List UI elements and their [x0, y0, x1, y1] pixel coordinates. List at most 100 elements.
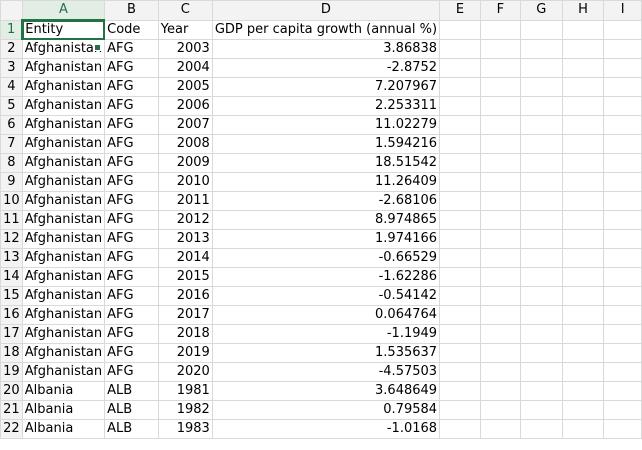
cell-a8[interactable]: Afghanistan	[21, 153, 106, 173]
cell-e16[interactable]	[439, 305, 481, 325]
cell-a9[interactable]: Afghanistan	[21, 172, 106, 192]
cell-e9[interactable]	[439, 172, 481, 192]
cell-c8[interactable]: 2009	[157, 153, 213, 173]
cell-i8[interactable]	[603, 153, 642, 173]
row-header[interactable]: 15	[0, 286, 23, 306]
cell-i14[interactable]	[603, 267, 642, 287]
cell-f19[interactable]	[479, 362, 521, 382]
cell-e7[interactable]	[439, 134, 481, 154]
cell-b4[interactable]: AFG	[104, 77, 159, 97]
cell-c18[interactable]: 2019	[157, 343, 213, 363]
cell-e18[interactable]	[439, 343, 481, 363]
row-header[interactable]: 20	[0, 381, 23, 401]
row-header[interactable]: 5	[0, 96, 23, 116]
cell-e13[interactable]	[439, 248, 481, 268]
cell-g22[interactable]	[519, 419, 563, 439]
cell-c9[interactable]: 2010	[157, 172, 213, 192]
cell-f11[interactable]	[479, 210, 521, 230]
cell-g11[interactable]	[519, 210, 563, 230]
cell-b10[interactable]: AFG	[104, 191, 159, 211]
cell-i15[interactable]	[603, 286, 642, 306]
cell-f12[interactable]	[479, 229, 521, 249]
cell-h5[interactable]	[561, 96, 605, 116]
column-header-i[interactable]: I	[603, 0, 642, 21]
cell-b21[interactable]: ALB	[104, 400, 159, 420]
cell-h11[interactable]	[561, 210, 605, 230]
cell-c13[interactable]: 2014	[157, 248, 213, 268]
cell-c19[interactable]: 2020	[157, 362, 213, 382]
cell-f14[interactable]	[479, 267, 521, 287]
row-header[interactable]: 9	[0, 172, 23, 192]
cell-f17[interactable]	[479, 324, 521, 344]
cell-b18[interactable]: AFG	[104, 343, 159, 363]
cell-i3[interactable]	[603, 58, 642, 78]
cell-f10[interactable]	[479, 191, 521, 211]
cell-h19[interactable]	[561, 362, 605, 382]
cell-i6[interactable]	[603, 115, 642, 135]
row-header[interactable]: 21	[0, 400, 23, 420]
cell-a3[interactable]: Afghanistan	[21, 58, 106, 78]
cell-b6[interactable]: AFG	[104, 115, 159, 135]
cell-g18[interactable]	[519, 343, 563, 363]
cell-e5[interactable]	[439, 96, 481, 116]
cell-b20[interactable]: ALB	[104, 381, 159, 401]
cell-g4[interactable]	[519, 77, 563, 97]
cell-f6[interactable]	[479, 115, 521, 135]
row-header[interactable]: 6	[0, 115, 23, 135]
cell-b1[interactable]: Code	[104, 19, 159, 40]
cell-d4[interactable]: 7.207967	[211, 77, 441, 97]
cell-e20[interactable]	[439, 381, 481, 401]
cell-c10[interactable]: 2011	[157, 191, 213, 211]
cell-a20[interactable]: Albania	[21, 381, 106, 401]
cell-e6[interactable]	[439, 115, 481, 135]
cell-a21[interactable]: Albania	[21, 400, 106, 420]
row-header[interactable]: 18	[0, 343, 23, 363]
cell-c17[interactable]: 2018	[157, 324, 213, 344]
cell-b13[interactable]: AFG	[104, 248, 159, 268]
cell-g5[interactable]	[519, 96, 563, 116]
cell-d16[interactable]: 0.064764	[211, 305, 441, 325]
cell-f3[interactable]	[479, 58, 521, 78]
cell-g6[interactable]	[519, 115, 563, 135]
cell-b11[interactable]: AFG	[104, 210, 159, 230]
cell-d18[interactable]: 1.535637	[211, 343, 441, 363]
column-header-c[interactable]: C	[157, 0, 213, 21]
row-header[interactable]: 11	[0, 210, 23, 230]
cell-d2[interactable]: 3.86838	[211, 39, 441, 59]
cell-b7[interactable]: AFG	[104, 134, 159, 154]
column-header-a[interactable]: A	[21, 0, 106, 21]
column-header-b[interactable]: B	[104, 0, 159, 21]
cell-h17[interactable]	[561, 324, 605, 344]
cell-b5[interactable]: AFG	[104, 96, 159, 116]
row-header[interactable]: 19	[0, 362, 23, 382]
row-header[interactable]: 4	[0, 77, 23, 97]
cell-i12[interactable]	[603, 229, 642, 249]
cell-h4[interactable]	[561, 77, 605, 97]
cell-g16[interactable]	[519, 305, 563, 325]
cell-a18[interactable]: Afghanistan	[21, 343, 106, 363]
row-header[interactable]: 3	[0, 58, 23, 78]
cell-d9[interactable]: 11.26409	[211, 172, 441, 192]
cell-i2[interactable]	[603, 39, 642, 59]
cell-h21[interactable]	[561, 400, 605, 420]
cell-a10[interactable]: Afghanistan	[21, 191, 106, 211]
cell-h18[interactable]	[561, 343, 605, 363]
cell-h22[interactable]	[561, 419, 605, 439]
cell-a13[interactable]: Afghanistan	[21, 248, 106, 268]
cell-a2[interactable]: Afghanistan	[21, 39, 106, 59]
cell-c21[interactable]: 1982	[157, 400, 213, 420]
cell-i20[interactable]	[603, 381, 642, 401]
row-header[interactable]: 14	[0, 267, 23, 287]
cell-c20[interactable]: 1981	[157, 381, 213, 401]
cell-e15[interactable]	[439, 286, 481, 306]
column-header-e[interactable]: E	[439, 0, 481, 21]
cell-g10[interactable]	[519, 191, 563, 211]
cell-e10[interactable]	[439, 191, 481, 211]
row-header[interactable]: 8	[0, 153, 23, 173]
cell-d19[interactable]: -4.57503	[211, 362, 441, 382]
cell-h10[interactable]	[561, 191, 605, 211]
cell-c16[interactable]: 2017	[157, 305, 213, 325]
cell-c22[interactable]: 1983	[157, 419, 213, 439]
cell-d8[interactable]: 18.51542	[211, 153, 441, 173]
cell-h1[interactable]	[561, 19, 605, 40]
